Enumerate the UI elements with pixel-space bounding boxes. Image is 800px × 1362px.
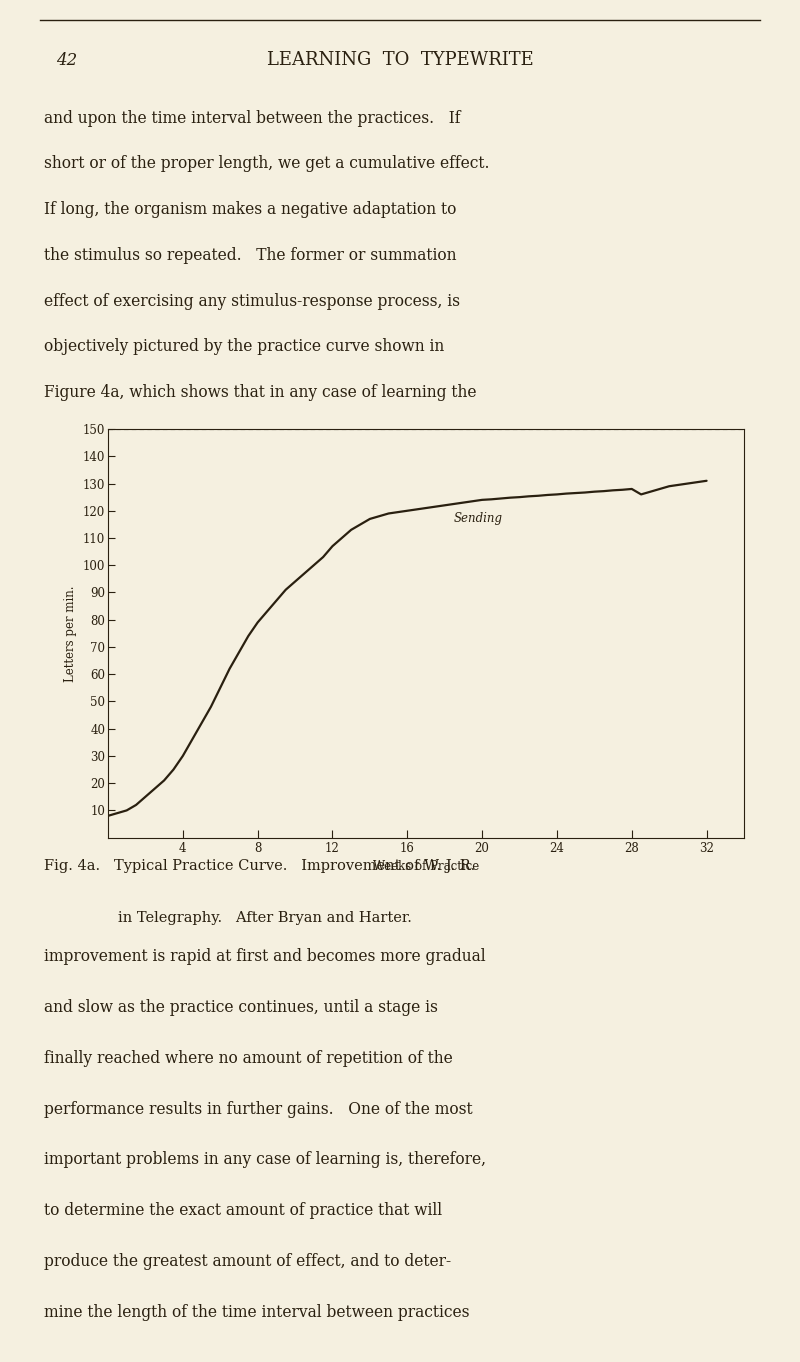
Text: objectively pictured by the practice curve shown in: objectively pictured by the practice cur… <box>44 338 444 355</box>
Text: LEARNING  TO  TYPEWRITE: LEARNING TO TYPEWRITE <box>266 50 534 69</box>
Text: important problems in any case of learning is, therefore,: important problems in any case of learni… <box>44 1151 486 1169</box>
Text: effect of exercising any stimulus-response process, is: effect of exercising any stimulus-respon… <box>44 293 460 309</box>
Text: and upon the time interval between the practices.   If: and upon the time interval between the p… <box>44 110 461 127</box>
Y-axis label: Letters per min.: Letters per min. <box>64 586 78 681</box>
Text: in Telegraphy.   After Bryan and Harter.: in Telegraphy. After Bryan and Harter. <box>44 911 412 925</box>
Text: short or of the proper length, we get a cumulative effect.: short or of the proper length, we get a … <box>44 155 490 173</box>
Text: Fig. 4a.   Typical Practice Curve.   Improvement of W. J. R.: Fig. 4a. Typical Practice Curve. Improve… <box>44 858 475 873</box>
Text: 42: 42 <box>56 52 78 68</box>
Text: produce the greatest amount of effect, and to deter-: produce the greatest amount of effect, a… <box>44 1253 451 1269</box>
X-axis label: Weeks of Practice: Weeks of Practice <box>373 861 479 873</box>
Text: If long, the organism makes a negative adaptation to: If long, the organism makes a negative a… <box>44 202 456 218</box>
Text: to determine the exact amount of practice that will: to determine the exact amount of practic… <box>44 1203 442 1219</box>
Text: Figure 4a, which shows that in any case of learning the: Figure 4a, which shows that in any case … <box>44 384 477 400</box>
Text: mine the length of the time interval between practices: mine the length of the time interval bet… <box>44 1303 470 1321</box>
Text: Sending: Sending <box>454 512 503 526</box>
Text: finally reached where no amount of repetition of the: finally reached where no amount of repet… <box>44 1050 453 1066</box>
Text: the stimulus so repeated.   The former or summation: the stimulus so repeated. The former or … <box>44 247 457 264</box>
Text: performance results in further gains.   One of the most: performance results in further gains. On… <box>44 1100 473 1118</box>
Text: improvement is rapid at first and becomes more gradual: improvement is rapid at first and become… <box>44 948 486 966</box>
Text: and slow as the practice continues, until a stage is: and slow as the practice continues, unti… <box>44 1000 438 1016</box>
